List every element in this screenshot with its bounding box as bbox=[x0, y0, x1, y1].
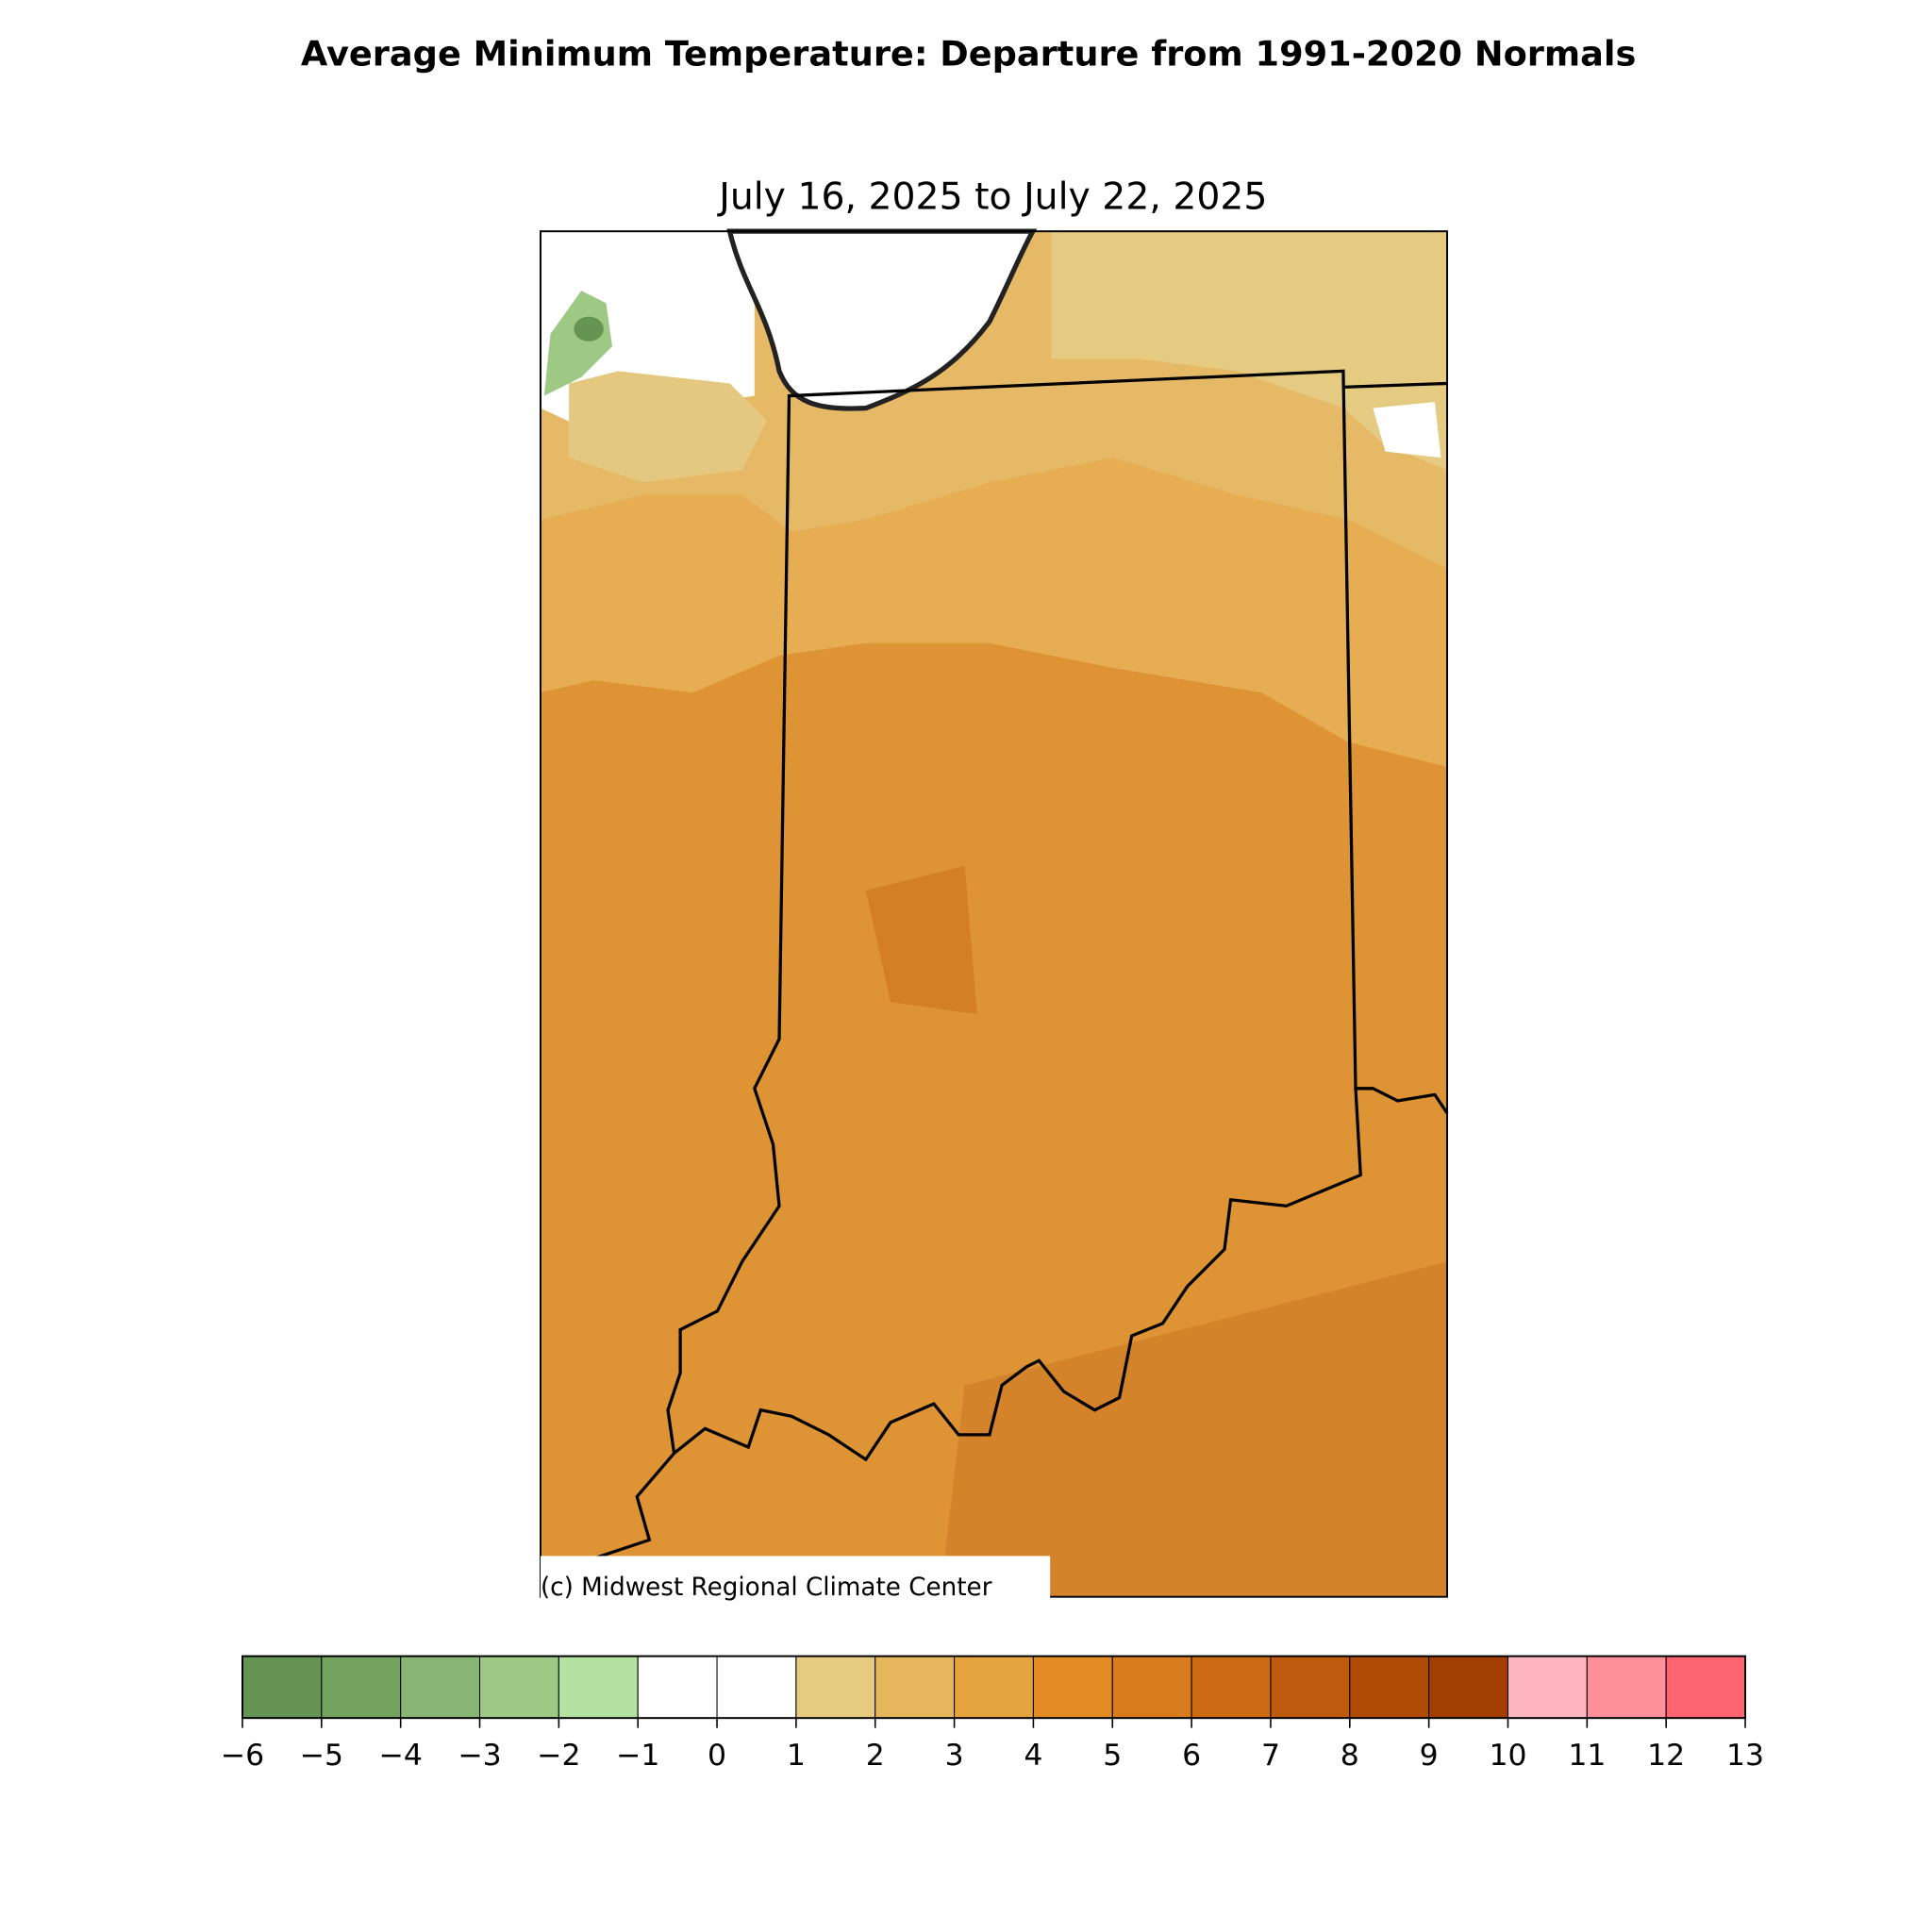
colorbar-swatch bbox=[400, 1656, 481, 1719]
colorbar-tick-label: −6 bbox=[221, 1739, 264, 1773]
colorbar-swatch bbox=[478, 1656, 559, 1719]
colorbar-swatch bbox=[637, 1656, 718, 1719]
colorbar-swatch bbox=[1586, 1656, 1667, 1719]
colorbar-tick-label: 4 bbox=[1024, 1739, 1042, 1773]
colorbar-tick-label: 3 bbox=[945, 1739, 964, 1773]
state-border bbox=[666, 369, 1362, 1462]
map-band bbox=[1051, 231, 1448, 471]
colorbar-frame bbox=[241, 1655, 1747, 1720]
colorbar-tick-label: 13 bbox=[1726, 1739, 1764, 1773]
colorbar-swatch bbox=[954, 1656, 1034, 1719]
colorbar-tick-label: −2 bbox=[537, 1739, 580, 1773]
credit-box bbox=[540, 1556, 1051, 1598]
colorbar-tick-label: −3 bbox=[458, 1739, 501, 1773]
colorbar-tick-label: 1 bbox=[787, 1739, 806, 1773]
colorbar-swatch bbox=[1270, 1656, 1351, 1719]
colorbar-tick-label: 7 bbox=[1261, 1739, 1280, 1773]
state-border bbox=[592, 381, 1449, 1560]
colorbar-tick-label: 6 bbox=[1182, 1739, 1201, 1773]
colorbar-tick-label: 10 bbox=[1489, 1739, 1526, 1773]
colorbar-tick-label: 0 bbox=[708, 1739, 726, 1773]
colorbar-swatch bbox=[795, 1656, 876, 1719]
map-band bbox=[569, 371, 767, 483]
colorbar-tick-label: 8 bbox=[1341, 1739, 1359, 1773]
map-darker bbox=[865, 865, 977, 1015]
colorbar-tick-label: −1 bbox=[616, 1739, 659, 1773]
map: (c) Midwest Regional Climate Center bbox=[539, 228, 1449, 1602]
colorbar-tick-label: 5 bbox=[1103, 1739, 1122, 1773]
colorbar-swatch bbox=[1507, 1656, 1588, 1719]
colorbar-tick-label: 9 bbox=[1420, 1739, 1439, 1773]
map-white bbox=[1373, 402, 1441, 458]
colorbar-swatch bbox=[1349, 1656, 1430, 1719]
colorbar-swatch bbox=[1665, 1656, 1746, 1719]
colorbar-swatch bbox=[1191, 1656, 1272, 1719]
colorbar-tick-label: 12 bbox=[1647, 1739, 1685, 1773]
colorbar-swatch bbox=[1032, 1656, 1113, 1719]
map-darker bbox=[940, 1261, 1448, 1597]
colorbar-swatch bbox=[321, 1656, 402, 1719]
lake-michigan bbox=[726, 228, 1038, 411]
colorbar-swatch bbox=[1111, 1656, 1192, 1719]
map-green bbox=[574, 316, 604, 341]
colorbar-swatch bbox=[242, 1656, 323, 1719]
colorbar-swatch bbox=[716, 1656, 797, 1719]
colorbar-tick-label: 2 bbox=[866, 1739, 885, 1773]
title: Average Minimum Temperature: Departure f… bbox=[301, 34, 1636, 75]
colorbar: −6 −5 −4 −3 −2 −1 0 1 2 3 4 5 6 7 8 9 10 11 12 13 bbox=[221, 1655, 1764, 1773]
subtitle: July 16, 2025 to July 22, 2025 bbox=[716, 175, 1267, 219]
colorbar-tick-label: −5 bbox=[300, 1739, 343, 1773]
colorbar-swatch bbox=[558, 1656, 639, 1719]
colorbar-swatch bbox=[874, 1656, 956, 1719]
colorbar-tick-label: 11 bbox=[1568, 1739, 1606, 1773]
credit: (c) Midwest Regional Climate Center bbox=[541, 1574, 992, 1602]
map-green bbox=[543, 291, 613, 396]
colorbar-swatch bbox=[1428, 1656, 1509, 1719]
colorbar-tick-label: −4 bbox=[378, 1739, 422, 1773]
